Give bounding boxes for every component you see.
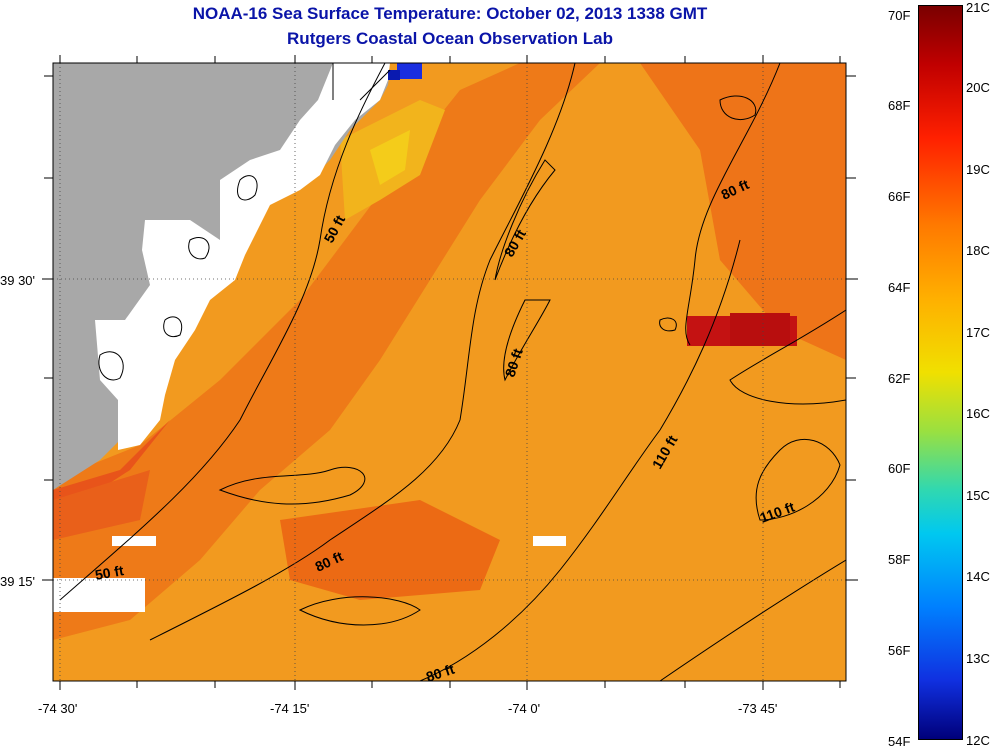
colorbar-f-label: 60F — [888, 461, 911, 476]
no-data-strip-1 — [112, 536, 156, 546]
coast-island-3 — [98, 351, 124, 381]
no-data-region-coast — [95, 63, 390, 450]
contour-110ft-east — [729, 309, 846, 405]
sea-coolest-patch — [370, 130, 410, 185]
colorbar-c-label: 18C — [966, 243, 990, 258]
x-tick-label: -74 0' — [508, 701, 540, 716]
colorbar-f-label: 64F — [888, 280, 911, 295]
colorbar-f-label: 66F — [888, 189, 911, 204]
colorbar-f-label: 62F — [888, 371, 911, 386]
contour-110ft — [419, 239, 741, 681]
colorbar-f-label: 70F — [888, 8, 911, 23]
contour-shoal-4 — [659, 317, 677, 332]
coast-island-4 — [188, 237, 210, 260]
graticule — [53, 63, 846, 681]
contour-shoal-3 — [719, 95, 757, 120]
tick-marks — [42, 55, 858, 690]
x-tick-label: -74 30' — [38, 701, 77, 716]
sea-warm-patch — [53, 470, 150, 540]
coast-island-2 — [163, 316, 183, 338]
map-title: NOAA-16 Sea Surface Temperature: October… — [192, 4, 708, 23]
colorbar-c-label: 13C — [966, 651, 990, 666]
colorbar-c-label: 19C — [966, 162, 990, 177]
colorbar-c-label: 21C — [966, 0, 990, 15]
contour-shoal-1 — [218, 466, 366, 505]
colorbar-f-label: 56F — [888, 643, 911, 658]
coast-island-1 — [237, 175, 258, 201]
contour-label: 50 ft — [94, 562, 125, 583]
y-tick-label: 39 30' — [0, 273, 35, 288]
colorbar-f-label: 58F — [888, 552, 911, 567]
map-subtitle: Rutgers Coastal Ocean Observation Lab — [287, 29, 613, 48]
colorbar-f-label: 54F — [888, 734, 911, 749]
no-data-strip-2 — [533, 536, 566, 546]
depth-contours — [59, 63, 846, 681]
colorbar-c-label: 14C — [966, 569, 990, 584]
y-tick-label: 39 15' — [0, 574, 35, 589]
sea-warm-east — [640, 63, 846, 360]
sea-warm-band — [53, 63, 600, 640]
contour-80ft-ridge-2 — [503, 299, 551, 382]
x-tick-label: -73 45' — [738, 701, 777, 716]
no-data-region-sw — [53, 578, 145, 612]
temperature-colorbar — [918, 5, 963, 740]
contour-deep-se — [659, 559, 846, 681]
contour-80ft-west — [149, 63, 576, 641]
contour-110ft-loop — [755, 438, 841, 521]
colorbar-c-label: 15C — [966, 488, 990, 503]
cold-spot-edge — [388, 70, 400, 80]
contour-80ft-east — [685, 63, 781, 346]
contour-50ft — [59, 63, 386, 601]
colorbar-c-label: 16C — [966, 406, 990, 421]
hot-patch-core — [730, 313, 790, 346]
colorbar-c-label: 17C — [966, 325, 990, 340]
contour-shoal-2 — [298, 596, 421, 626]
x-tick-label: -74 15' — [270, 701, 309, 716]
colorbar-f-label: 68F — [888, 98, 911, 113]
colorbar-c-label: 20C — [966, 80, 990, 95]
sea-warm-south — [280, 500, 500, 600]
colorbar-c-label: 12C — [966, 733, 990, 748]
contour-80ft-ridge — [494, 159, 556, 281]
coastline-north — [332, 63, 391, 101]
cold-spot — [397, 63, 422, 79]
